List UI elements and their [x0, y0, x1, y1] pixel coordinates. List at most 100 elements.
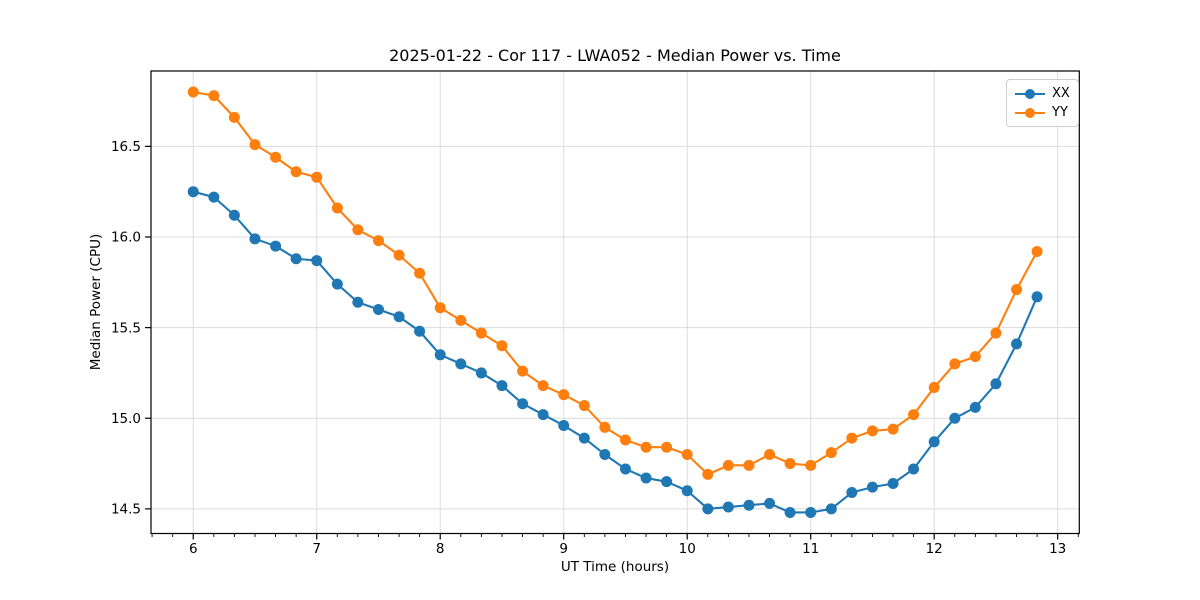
x-tick-label: 6 — [189, 541, 198, 557]
data-point-xx — [558, 419, 570, 431]
data-point-xx — [290, 253, 302, 265]
data-point-yy — [311, 171, 323, 183]
data-point-yy — [249, 139, 261, 151]
data-point-yy — [270, 151, 282, 163]
x-tick-label: 11 — [802, 541, 819, 557]
x-tick-label: 9 — [559, 541, 568, 557]
data-point-yy — [578, 400, 590, 412]
data-point-xx — [908, 463, 920, 475]
data-point-yy — [187, 86, 199, 98]
data-point-xx — [475, 367, 487, 379]
y-axis-label: Median Power (CPU) — [88, 233, 104, 371]
data-point-yy — [722, 459, 734, 471]
legend-entry-xx: XX — [1015, 85, 1070, 102]
data-point-yy — [702, 468, 714, 480]
data-point-yy — [784, 458, 796, 470]
data-point-yy — [517, 365, 529, 377]
data-point-xx — [619, 463, 631, 475]
y-tick-label: 15.0 — [111, 411, 141, 427]
data-point-xx — [249, 233, 261, 245]
data-point-xx — [784, 506, 796, 518]
data-point-xx — [969, 401, 981, 413]
data-point-xx — [599, 448, 611, 460]
data-point-yy — [949, 358, 961, 370]
legend-marker-xx-icon — [1015, 88, 1045, 99]
data-point-yy — [331, 202, 343, 214]
data-point-xx — [331, 278, 343, 290]
y-tick-label: 14.5 — [111, 502, 141, 518]
data-point-yy — [969, 351, 981, 363]
data-point-xx — [764, 497, 776, 509]
data-point-xx — [517, 398, 529, 410]
data-point-xx — [990, 378, 1002, 390]
x-tick-label: 7 — [312, 541, 321, 557]
legend-entry-yy: YY — [1015, 104, 1070, 121]
chart-title: 2025-01-22 - Cor 117 - LWA052 - Median P… — [389, 46, 841, 65]
data-point-xx — [661, 476, 673, 488]
legend-label-xx: XX — [1052, 86, 1070, 101]
data-point-xx — [681, 485, 693, 497]
plot-border — [150, 70, 1080, 535]
data-point-xx — [743, 499, 755, 511]
data-point-xx — [372, 304, 384, 315]
series-line-xx — [192, 190, 1039, 514]
data-point-yy — [990, 327, 1002, 339]
data-point-xx — [578, 432, 590, 444]
data-point-yy — [846, 432, 858, 444]
data-point-yy — [866, 425, 878, 437]
data-point-xx — [537, 409, 549, 421]
data-point-xx — [228, 209, 240, 221]
legend: XX YY — [1006, 79, 1079, 127]
legend-label-yy: YY — [1052, 105, 1068, 120]
data-point-xx — [722, 501, 734, 513]
x-tick-label: 8 — [436, 541, 445, 557]
y-tick-label: 16.0 — [111, 230, 141, 246]
data-point-yy — [455, 314, 467, 326]
data-point-yy — [352, 224, 364, 236]
data-point-xx — [270, 240, 282, 252]
data-point-yy — [496, 340, 508, 352]
data-point-yy — [537, 380, 549, 392]
x-tick-label: 10 — [679, 541, 696, 557]
data-point-xx — [1011, 338, 1023, 350]
data-point-xx — [866, 481, 878, 493]
data-point-yy — [372, 235, 384, 247]
data-point-xx — [496, 380, 508, 392]
data-point-xx — [311, 255, 323, 267]
data-point-yy — [414, 267, 426, 279]
data-point-xx — [352, 296, 364, 308]
data-point-xx — [1031, 291, 1043, 303]
data-point-yy — [825, 447, 837, 459]
data-point-xx — [949, 412, 961, 424]
data-point-xx — [805, 506, 817, 518]
data-point-yy — [908, 409, 920, 421]
data-point-yy — [681, 448, 693, 460]
data-point-yy — [208, 90, 220, 102]
data-point-yy — [599, 421, 611, 433]
data-point-xx — [702, 503, 714, 515]
data-point-yy — [228, 111, 240, 123]
data-point-yy — [558, 389, 570, 401]
data-point-xx — [208, 191, 220, 203]
data-point-yy — [887, 423, 899, 435]
x-axis-label: UT Time (hours) — [560, 559, 670, 575]
data-point-yy — [640, 441, 652, 453]
data-point-xx — [640, 472, 652, 484]
data-point-yy — [661, 441, 673, 453]
data-point-xx — [455, 358, 467, 370]
x-tick-label: 12 — [926, 541, 943, 557]
data-point-xx — [887, 477, 899, 489]
legend-marker-yy-icon — [1015, 107, 1045, 118]
data-point-yy — [434, 302, 446, 314]
data-point-xx — [393, 311, 405, 323]
data-point-yy — [743, 459, 755, 471]
data-point-xx — [414, 325, 426, 337]
data-point-yy — [290, 166, 302, 178]
data-point-xx — [434, 349, 446, 361]
data-point-yy — [764, 448, 776, 460]
data-point-xx — [846, 487, 858, 499]
data-point-yy — [1031, 246, 1043, 258]
data-point-yy — [928, 381, 940, 393]
